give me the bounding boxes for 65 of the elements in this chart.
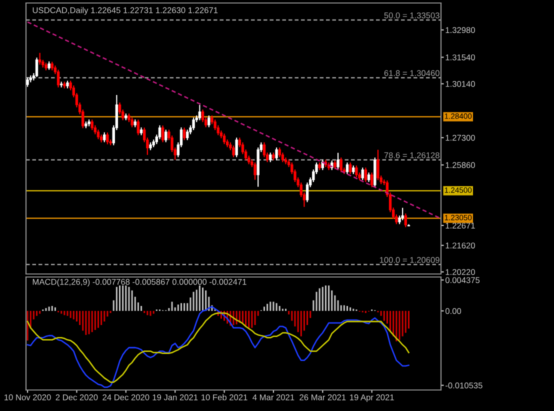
candlestick: [96, 129, 100, 140]
candlestick: [103, 132, 106, 143]
candlestick: [164, 129, 168, 143]
chart-title: MACD(12,26,9) -0.007768 -0.005867 0.000000 -0.002471: [32, 278, 246, 286]
candlestick: [232, 145, 235, 158]
candlestick: [38, 52, 42, 66]
y-tick-label: 1.22671: [446, 222, 475, 229]
candlestick: [278, 146, 281, 158]
candlestick: [336, 152, 340, 170]
candlestick: [262, 142, 266, 158]
candlestick: [340, 157, 342, 173]
ref-line-label: 100.0 = 1.20609: [380, 256, 440, 263]
candlestick: [355, 164, 358, 178]
candlestick: [222, 133, 226, 145]
ref-line-label: 50.0 = 1.33503: [384, 12, 440, 18]
x-tick-label: 10 Feb 2021: [202, 394, 248, 400]
x-tick-label: 24 Dec 2020: [102, 394, 150, 400]
x-tick-label: 19 Jan 2021: [152, 394, 198, 400]
candlestick: [182, 127, 186, 141]
candlestick: [106, 132, 109, 145]
candlestick: [35, 57, 38, 78]
candlestick: [346, 162, 349, 175]
candlestick: [90, 119, 94, 131]
y-tick-label: 1.25860: [446, 162, 475, 168]
candlestick: [192, 116, 195, 131]
y-tick-label: 1.20220: [446, 269, 475, 276]
candlestick: [367, 172, 370, 183]
y-tick-label: -0.010535: [446, 382, 482, 388]
x-tick-label: 19 Apr 2021: [350, 394, 394, 402]
candlestick: [376, 149, 380, 181]
candlestick: [235, 137, 238, 158]
x-tick-label: 4 Mar 2021: [252, 394, 294, 400]
candlestick: [198, 104, 202, 121]
y-tick-label: 0.004375: [445, 277, 480, 284]
candlestick: [254, 162, 256, 180]
y-tick-label: 1.27300: [446, 134, 475, 141]
candlestick: [404, 212, 407, 228]
candlestick: [201, 109, 204, 123]
chart-title: USDCAD,Daily 1.22645 1.22731 1.22630 1.22671: [32, 7, 218, 15]
candlestick: [56, 69, 60, 88]
y-tick-label: 1.32980: [446, 27, 475, 34]
candlestick: [161, 124, 164, 143]
y-tick-label: 1.21620: [446, 242, 475, 248]
candlestick: [130, 116, 134, 128]
candlestick: [136, 119, 140, 136]
candlestick: [269, 152, 272, 163]
y-tick-label: 1.30140: [446, 80, 475, 87]
ref-line-label: 61.8 = 1.30460: [384, 70, 440, 76]
candlestick: [214, 119, 216, 131]
candlestick: [370, 172, 374, 188]
candlestick: [275, 146, 278, 161]
candlestick: [401, 207, 404, 221]
y-tick-label: 1.31540: [446, 54, 475, 60]
y-tick-label: 0.00: [445, 308, 462, 314]
ref-line-label: 78.6 = 1.26128: [384, 152, 440, 158]
candlestick: [26, 76, 29, 88]
candlestick: [158, 124, 162, 140]
x-tick-label: 2 Dec 2020: [56, 394, 98, 400]
candlestick: [364, 167, 368, 183]
candlestick: [186, 129, 189, 141]
x-tick-label: 26 Mar 2021: [300, 394, 346, 400]
candlestick: [208, 114, 210, 128]
x-tick-label: 10 Nov 2020: [4, 394, 51, 400]
candlestick: [348, 162, 352, 175]
candlestick: [361, 167, 364, 181]
